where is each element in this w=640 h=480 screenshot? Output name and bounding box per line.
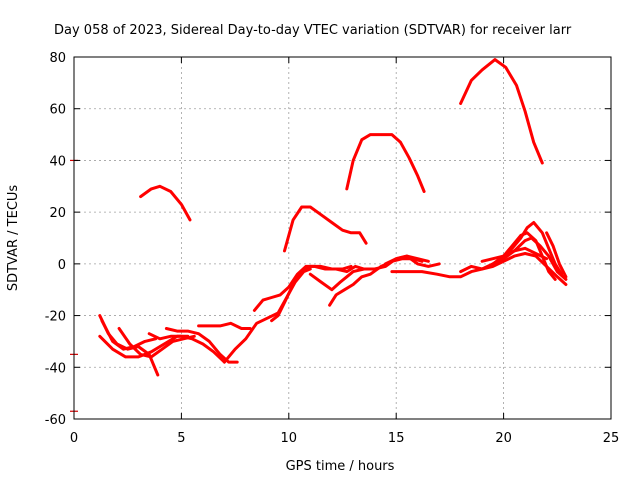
series-arc-19 [459, 236, 568, 281]
series-arc-11 [197, 321, 252, 330]
x-tick-label: 20 [495, 431, 512, 446]
y-axis-label: SDTVAR / TECUs [6, 185, 21, 292]
series-arc-3 [459, 58, 544, 165]
series-arc-16 [328, 257, 424, 307]
y-tick-label: 80 [49, 51, 66, 66]
y-tick-labels: -60 -40 -20 0 20 40 60 80 [45, 51, 66, 428]
x-axis-label: GPS time / hours [286, 459, 395, 474]
series-arc-4 [283, 205, 368, 253]
y-tick-label: 0 [58, 258, 66, 273]
series-arc-14 [270, 264, 353, 323]
y-tick-label: 40 [49, 154, 66, 169]
series-arc-2 [345, 133, 426, 193]
y-tick-label: 60 [49, 103, 66, 118]
grid-lines [74, 57, 611, 419]
series-arc-7 [100, 319, 158, 351]
series-arc-17 [384, 254, 441, 268]
x-tick-label: 15 [388, 431, 405, 446]
series-arc-21 [502, 231, 557, 281]
axis-ticks [73, 56, 612, 420]
x-tick-label: 5 [177, 431, 185, 446]
x-tick-labels: 0 5 10 15 20 25 [70, 431, 619, 446]
y-tick-label: -20 [45, 310, 66, 325]
x-tick-label: 0 [70, 431, 78, 446]
series-arc-10 [164, 327, 239, 364]
chart-title: Day 058 of 2023, Sidereal Day-to-day VTE… [54, 23, 572, 38]
series-arc-1 [139, 184, 192, 222]
plot-frame [73, 56, 612, 420]
series-arc-9 [147, 332, 226, 364]
series-arc-12 [222, 267, 312, 364]
x-tick-label: 25 [603, 431, 620, 446]
series-layer [98, 58, 568, 377]
series-arc-23 [491, 246, 549, 266]
y-tick-label: 20 [49, 206, 66, 221]
series-arc-22 [545, 231, 568, 279]
series-arc-13 [252, 264, 366, 312]
x-tick-label: 10 [281, 431, 298, 446]
y-tick-label: -40 [45, 361, 66, 376]
series-arc-8 [117, 327, 196, 359]
y-tick-label: -60 [45, 413, 66, 428]
